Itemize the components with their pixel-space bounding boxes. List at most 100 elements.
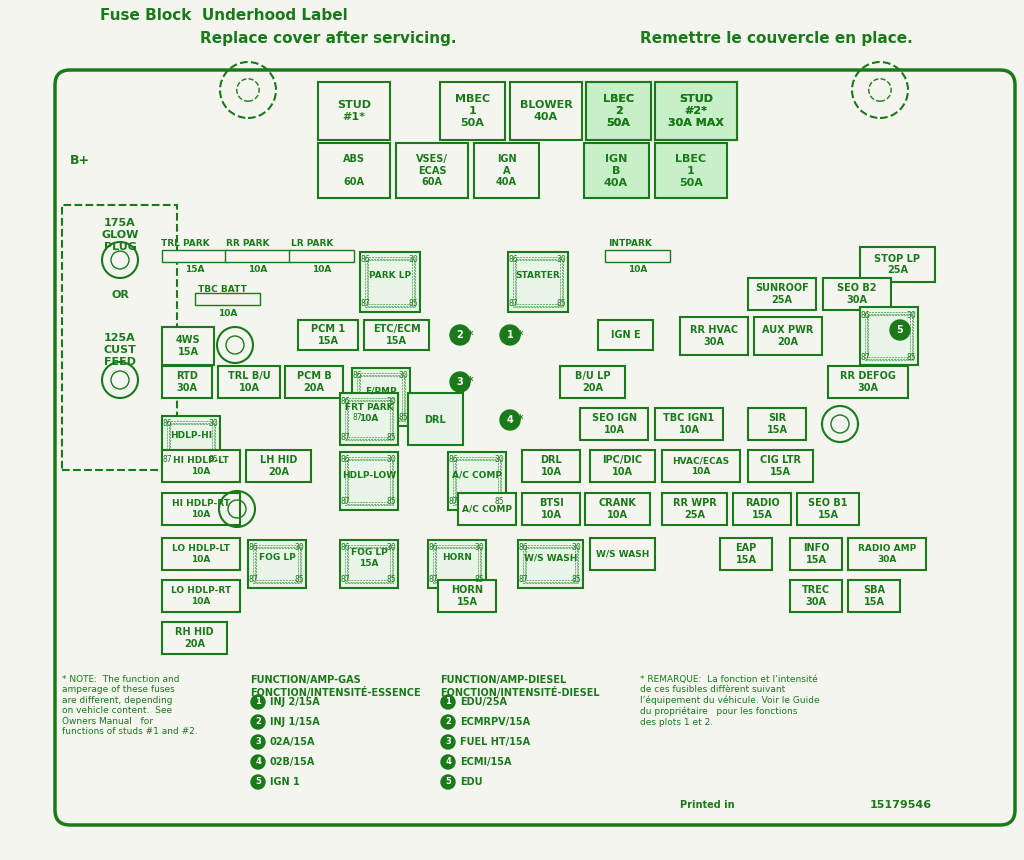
- Text: 2: 2: [457, 330, 464, 340]
- FancyBboxPatch shape: [340, 452, 398, 510]
- Text: EDU: EDU: [460, 777, 482, 787]
- Text: LH HID
20A: LH HID 20A: [260, 455, 297, 476]
- Circle shape: [251, 735, 265, 749]
- Text: 85: 85: [294, 575, 304, 585]
- Text: LR PARK: LR PARK: [291, 239, 333, 249]
- Text: 86: 86: [518, 544, 527, 552]
- FancyBboxPatch shape: [340, 393, 398, 445]
- Text: 85: 85: [398, 414, 408, 422]
- Text: STARTER: STARTER: [516, 272, 560, 280]
- Text: INJ 2/15A: INJ 2/15A: [270, 697, 319, 707]
- Text: STUD
#2*
30A MAX: STUD #2* 30A MAX: [668, 95, 724, 127]
- Text: 87: 87: [340, 497, 350, 507]
- FancyBboxPatch shape: [162, 493, 240, 525]
- Text: HVAC/ECAS
10A: HVAC/ECAS 10A: [673, 457, 729, 476]
- Text: 2: 2: [255, 717, 261, 727]
- Text: Fuse Block  Underhood Label: Fuse Block Underhood Label: [100, 8, 348, 22]
- Text: 02B/15A: 02B/15A: [270, 757, 315, 767]
- Text: 86: 86: [860, 310, 869, 320]
- Text: IGN 1: IGN 1: [270, 777, 300, 787]
- Text: RH HID
20A: RH HID 20A: [175, 627, 214, 648]
- Circle shape: [450, 372, 470, 392]
- FancyBboxPatch shape: [655, 82, 737, 140]
- FancyBboxPatch shape: [662, 493, 727, 525]
- Text: LBEC
2
50A: LBEC 2 50A: [603, 95, 634, 127]
- Text: AUX PWR
20A: AUX PWR 20A: [762, 325, 814, 347]
- Text: INJ 1/15A: INJ 1/15A: [270, 717, 319, 727]
- FancyBboxPatch shape: [848, 580, 900, 612]
- Text: 85: 85: [556, 299, 566, 309]
- Text: 10A: 10A: [248, 266, 267, 274]
- Text: IGN
B
40A: IGN B 40A: [604, 155, 628, 187]
- Text: 4: 4: [445, 758, 451, 766]
- Text: * NOTE:  The function and
amperage of these fuses
are different, depending
on ve: * NOTE: The function and amperage of the…: [62, 675, 198, 736]
- FancyBboxPatch shape: [590, 450, 655, 482]
- Text: *: *: [517, 414, 523, 427]
- Text: 4: 4: [507, 415, 513, 425]
- Circle shape: [251, 715, 265, 729]
- FancyBboxPatch shape: [162, 416, 220, 468]
- Text: TBC IGN1
10A: TBC IGN1 10A: [664, 413, 715, 435]
- FancyBboxPatch shape: [720, 538, 772, 570]
- Circle shape: [500, 410, 520, 430]
- Text: Printed in: Printed in: [680, 800, 734, 810]
- Text: FRT PARK
10A: FRT PARK 10A: [345, 403, 393, 423]
- FancyBboxPatch shape: [458, 493, 516, 525]
- FancyBboxPatch shape: [860, 247, 935, 282]
- Text: HORN: HORN: [442, 554, 472, 562]
- Text: LBEC
2
50A: LBEC 2 50A: [603, 95, 634, 127]
- Text: SUNROOF
25A: SUNROOF 25A: [755, 283, 809, 304]
- Text: 3: 3: [457, 377, 464, 387]
- FancyBboxPatch shape: [848, 538, 926, 570]
- Text: 87: 87: [508, 299, 518, 309]
- Text: 85: 85: [386, 433, 396, 441]
- FancyBboxPatch shape: [474, 143, 539, 198]
- Text: ECMRPV/15A: ECMRPV/15A: [460, 717, 530, 727]
- FancyBboxPatch shape: [396, 143, 468, 198]
- Text: 30: 30: [409, 255, 418, 265]
- Text: DRL: DRL: [424, 415, 445, 425]
- Text: LO HDLP-RT
10A: LO HDLP-RT 10A: [171, 587, 231, 605]
- Text: 85: 85: [495, 497, 504, 507]
- Text: 87: 87: [162, 456, 172, 464]
- Circle shape: [251, 775, 265, 789]
- FancyBboxPatch shape: [584, 143, 649, 198]
- Text: HORN
15A: HORN 15A: [451, 585, 483, 607]
- FancyBboxPatch shape: [340, 540, 398, 588]
- Text: CRANK
10A: CRANK 10A: [599, 498, 637, 519]
- Text: *: *: [467, 376, 473, 389]
- FancyBboxPatch shape: [508, 252, 568, 312]
- Text: EDU/25A: EDU/25A: [460, 697, 507, 707]
- Text: 87: 87: [428, 575, 438, 585]
- Circle shape: [251, 755, 265, 769]
- FancyBboxPatch shape: [162, 366, 212, 398]
- Text: STUD
#1*: STUD #1*: [337, 101, 371, 122]
- Circle shape: [441, 695, 455, 709]
- FancyBboxPatch shape: [289, 250, 354, 262]
- Text: IGN E: IGN E: [610, 330, 640, 340]
- Text: 5: 5: [897, 325, 903, 335]
- Text: A/C COMP: A/C COMP: [452, 470, 502, 480]
- FancyBboxPatch shape: [195, 293, 260, 305]
- FancyBboxPatch shape: [585, 493, 650, 525]
- Text: B+: B+: [70, 153, 90, 167]
- Text: Remettre le couvercle en place.: Remettre le couvercle en place.: [640, 30, 912, 46]
- FancyBboxPatch shape: [662, 450, 740, 482]
- FancyBboxPatch shape: [285, 366, 343, 398]
- Text: 87: 87: [248, 575, 258, 585]
- FancyBboxPatch shape: [298, 320, 358, 350]
- FancyBboxPatch shape: [733, 493, 791, 525]
- Text: *: *: [517, 329, 523, 341]
- Text: W/S WASH: W/S WASH: [524, 554, 578, 562]
- Text: 30: 30: [556, 255, 566, 265]
- Text: SEO B1
15A: SEO B1 15A: [808, 498, 848, 519]
- Text: * REMARQUE:  La fonction et l’intensité
de ces fusibles diffèrent suivant
l’équi: * REMARQUE: La fonction et l’intensité d…: [640, 675, 819, 727]
- FancyBboxPatch shape: [748, 408, 806, 440]
- Text: 86: 86: [340, 456, 350, 464]
- FancyBboxPatch shape: [754, 317, 822, 355]
- FancyBboxPatch shape: [790, 538, 842, 570]
- FancyBboxPatch shape: [823, 278, 891, 310]
- Text: FOG LP: FOG LP: [259, 554, 295, 562]
- Text: INFO
15A: INFO 15A: [803, 544, 829, 565]
- Circle shape: [441, 735, 455, 749]
